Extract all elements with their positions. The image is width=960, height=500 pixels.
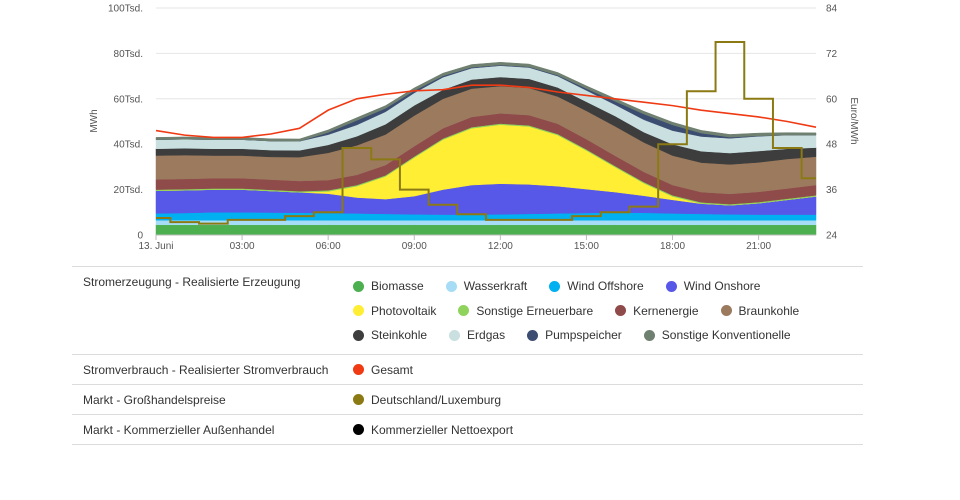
legend-marker-icon [549, 280, 561, 292]
area-sonstige-konventionelle [155, 62, 817, 142]
y-right-tick-label: 84 [826, 4, 838, 15]
legend-group-items: Gesamt [353, 362, 863, 378]
legend-group-title: Markt - Großhandelspreise [83, 392, 226, 407]
legend-table: Stromerzeugung - Realisierte Erzeugung Bi… [72, 266, 863, 445]
legend-group-row: Markt - Kommerzieller Außenhandel Kommerz… [72, 413, 863, 445]
legend-item-label: Wasserkraft [463, 279, 528, 294]
legend-item-label: Gesamt [371, 362, 414, 377]
legend-item[interactable]: Wind Onshore [665, 274, 761, 299]
y-right-tick-label: 24 [826, 231, 838, 242]
legend-marker-icon [353, 280, 364, 292]
legend-marker-icon [445, 280, 457, 292]
y-right-axis-title: Euro/MWh [848, 97, 859, 144]
legend-marker-icon [449, 329, 461, 341]
y-left-tick-label: 40Tsd. [114, 140, 143, 151]
legend-group-items: Deutschland/Luxemburg [353, 392, 863, 408]
x-tick-label: 03:00 [230, 241, 255, 252]
energy-chart: MWh Euro/MWh 0 20Tsd. 40Tsd. 60Tsd. 80Tsd. 10… [89, 4, 859, 253]
y-right-tick-label: 72 [826, 49, 838, 60]
legend-item[interactable]: Wind Offshore [549, 274, 644, 299]
legend-marker-icon [615, 305, 627, 317]
x-tick-label: 12:00 [488, 241, 513, 252]
legend-marker-icon [458, 305, 470, 317]
legend-item[interactable]: Gesamt [353, 362, 413, 378]
legend-marker-icon [643, 329, 655, 341]
legend-marker-icon [353, 424, 364, 435]
legend-item[interactable]: Kernenergie [615, 299, 699, 324]
legend-marker-icon [665, 280, 677, 292]
legend-item-label: Erdgas [467, 328, 506, 343]
legend-item-label: Wind Offshore [567, 279, 644, 294]
y-right-tick-label: 48 [826, 140, 838, 151]
legend-item[interactable]: Pumpspeicher [527, 323, 622, 348]
legend-item-label: Kommerzieller Nettoexport [371, 422, 514, 437]
legend-item[interactable]: Kommerzieller Nettoexport [353, 422, 513, 438]
area-wasserkraft [155, 219, 817, 226]
line-gesamt [155, 84, 817, 139]
legend-item-label: Photovoltaik [371, 303, 437, 318]
legend-group-title: Markt - Kommerzieller Außenhandel [83, 422, 275, 437]
legend-item-label: Braunkohle [738, 303, 800, 318]
x-tick-label: 09:00 [402, 241, 427, 252]
legend-item[interactable]: Sonstige Erneuerbare [458, 299, 593, 324]
legend-marker-icon [353, 329, 364, 341]
axis-layer: MWh Euro/MWh 0 20Tsd. 40Tsd. 60Tsd. 80Tsd. 10… [89, 4, 859, 253]
legend-marker-icon [353, 305, 364, 317]
y-right-tick-label: 60 [826, 94, 838, 105]
legend-item-label: Sonstige Erneuerbare [476, 303, 594, 318]
legend-group-row: Stromerzeugung - Realisierte Erzeugung Bi… [72, 266, 863, 354]
legend-item[interactable]: Sonstige Konventionelle [643, 323, 791, 348]
legend-item[interactable]: Braunkohle [720, 299, 800, 324]
legend-item[interactable]: Wasserkraft [445, 274, 528, 299]
x-tick-label: 21:00 [746, 241, 771, 252]
legend-item[interactable]: Photovoltaik [353, 299, 436, 324]
x-tick-label: 18:00 [660, 241, 685, 252]
area-biomasse [155, 224, 817, 236]
legend-item-label: Deutschland/Luxemburg [371, 392, 502, 407]
legend-group-title: Stromverbrauch - Realisierter Stromverbr… [83, 362, 329, 377]
legend-item[interactable]: Erdgas [449, 323, 505, 348]
x-tick-label: 15:00 [574, 241, 599, 252]
legend-marker-icon [353, 394, 364, 405]
y-left-tick-label: 80Tsd. [114, 49, 143, 60]
legend-item[interactable]: Steinkohle [353, 323, 427, 348]
legend-item-label: Kernenergie [633, 303, 699, 318]
stacked-area-layer [155, 62, 817, 236]
legend-item-label: Pumpspeicher [545, 328, 622, 343]
legend-marker-icon [353, 364, 364, 375]
line-deutschland-luxemburg [156, 41, 816, 225]
y-left-tick-label: 60Tsd. [114, 94, 143, 105]
line-layer [155, 41, 817, 225]
y-left-tick-label: 100Tsd. [108, 4, 143, 15]
legend-item-label: Sonstige Konventionelle [661, 328, 791, 343]
y-left-tick-label: 0 [137, 231, 143, 242]
legend-group-title: Stromerzeugung - Realisierte Erzeugung [83, 275, 301, 289]
legend-item[interactable]: Biomasse [353, 274, 424, 299]
legend-group-row: Markt - Großhandelspreise Deutschland/Lux… [72, 383, 863, 414]
legend-item-label: Wind Onshore [683, 279, 761, 294]
y-right-tick-label: 36 [826, 185, 838, 196]
legend-group-items: Biomasse Wasserkraft Wind Offshore Wind Ons… [353, 274, 863, 348]
legend-item[interactable]: Deutschland/Luxemburg [353, 392, 501, 408]
x-tick-label: 13. Juni [138, 241, 173, 252]
legend-group-row: Stromverbrauch - Realisierter Stromverbr… [72, 353, 863, 384]
legend-item-label: Steinkohle [371, 328, 428, 343]
y-left-axis-title: MWh [89, 109, 100, 132]
legend-marker-icon [527, 329, 539, 341]
y-left-tick-label: 20Tsd. [114, 185, 143, 196]
legend-item-label: Biomasse [371, 279, 424, 294]
legend-group-items: Kommerzieller Nettoexport [353, 422, 863, 438]
legend-marker-icon [720, 305, 732, 317]
x-tick-label: 06:00 [316, 241, 341, 252]
